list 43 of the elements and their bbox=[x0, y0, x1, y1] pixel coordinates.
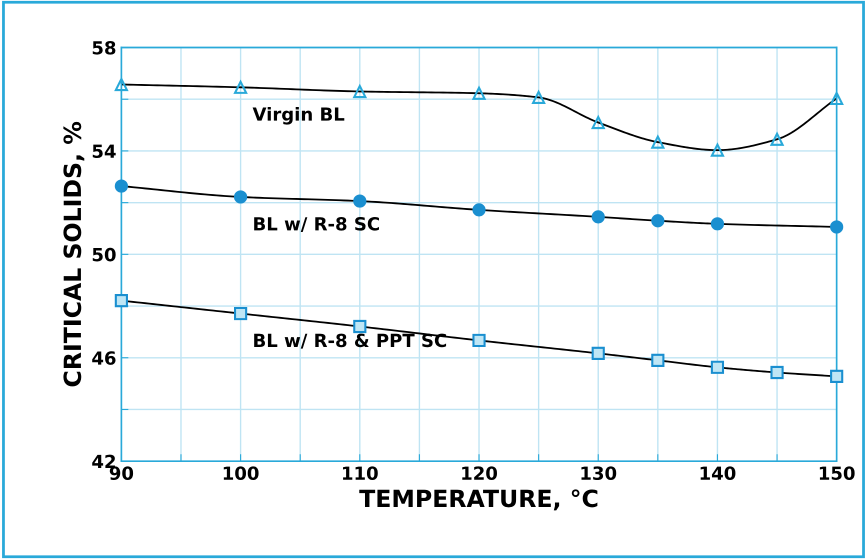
point bbox=[114, 78, 128, 92]
y-tick-label: 58 bbox=[92, 40, 116, 55]
point bbox=[710, 217, 724, 230]
point bbox=[234, 190, 248, 204]
point bbox=[353, 84, 366, 98]
point bbox=[472, 86, 486, 100]
point bbox=[592, 116, 605, 130]
point bbox=[353, 320, 366, 334]
x-tick-label: 120 bbox=[462, 466, 497, 480]
point bbox=[710, 144, 724, 157]
point bbox=[532, 90, 546, 104]
point bbox=[472, 334, 486, 348]
y-tick-label: 46 bbox=[92, 351, 116, 365]
point bbox=[472, 203, 486, 216]
x-tick-label: 140 bbox=[700, 466, 736, 480]
point bbox=[770, 132, 784, 146]
series-label: Virgin BL bbox=[252, 106, 344, 125]
point bbox=[651, 354, 664, 367]
y-tick-label: 42 bbox=[92, 454, 115, 468]
x-tick-label: 100 bbox=[224, 466, 259, 480]
point bbox=[234, 80, 248, 94]
series-label: BL w/ R-8 SC bbox=[254, 216, 379, 232]
point bbox=[592, 210, 605, 224]
x-tick-label: 130 bbox=[581, 466, 616, 480]
point bbox=[830, 220, 844, 234]
point bbox=[830, 370, 844, 383]
y-axis-title: CRITICAL SOLIDS, % bbox=[63, 122, 84, 386]
point bbox=[114, 179, 128, 193]
x-tick-label: 90 bbox=[110, 466, 134, 480]
x-tick-label: 150 bbox=[820, 466, 855, 480]
point bbox=[353, 194, 366, 208]
y-tick-label: 50 bbox=[92, 248, 116, 262]
point bbox=[234, 306, 248, 320]
point bbox=[114, 294, 128, 308]
x-axis-title: TEMPERATURE, °C bbox=[359, 489, 598, 510]
point bbox=[651, 136, 664, 149]
point bbox=[830, 92, 844, 106]
point bbox=[710, 360, 724, 374]
y-tick-label: 54 bbox=[92, 144, 116, 158]
x-tick-label: 110 bbox=[343, 466, 378, 480]
point bbox=[651, 214, 664, 228]
point bbox=[770, 366, 784, 380]
point bbox=[592, 346, 605, 360]
